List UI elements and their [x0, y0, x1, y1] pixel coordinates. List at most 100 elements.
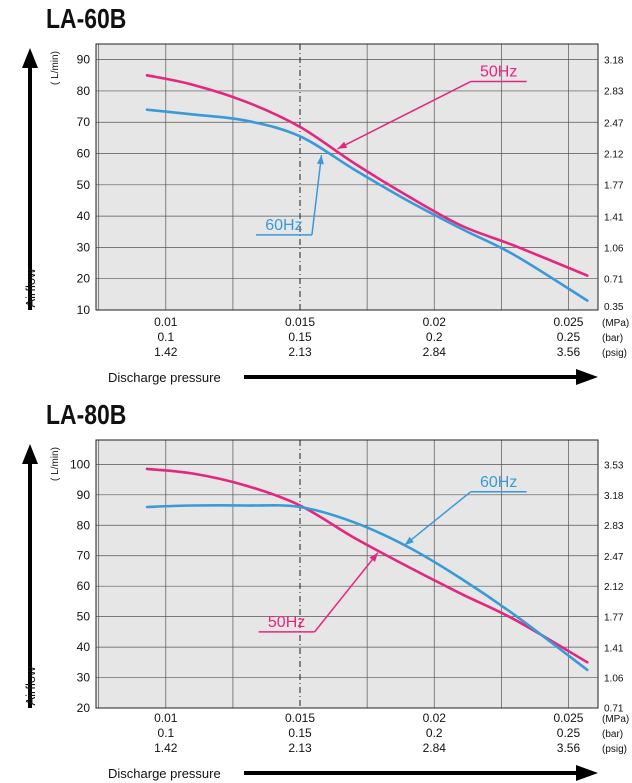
y-axis-arrow-head	[22, 48, 38, 68]
x-unit-label: (MPa)	[602, 714, 629, 725]
annotation-label: 50Hz	[480, 64, 517, 81]
x-unit-label: (psig)	[602, 744, 627, 755]
y-axis-label: Airflow	[23, 268, 38, 308]
y2-tick-label: 0.71	[604, 274, 624, 285]
y2-tick-label: 3.18	[604, 56, 624, 67]
x-tick-label-bar: 0.25	[557, 330, 581, 344]
y2-tick-label: 2.47	[604, 552, 624, 563]
y-tick-label: 10	[77, 303, 91, 317]
y-tick-label: 70	[77, 115, 91, 129]
y2-tick-label: 1.41	[604, 643, 624, 654]
annotation-leader	[314, 552, 379, 633]
x-unit-label: (MPa)	[602, 318, 629, 329]
chart-la-80b: LA-80B 20 30 40 50 60 70 80 90 100 0.71 1.06 1.41 1.7…	[22, 400, 629, 781]
x-tick-label: 0.01	[154, 315, 178, 329]
annotation-label: 60Hz	[265, 217, 302, 234]
x-tick-label-bar: 0.1	[157, 330, 174, 344]
x-tick-label: 0.02	[423, 315, 447, 329]
y-tick-label: 60	[77, 147, 91, 161]
plot-area	[96, 44, 598, 310]
y-tick-label: 20	[77, 701, 91, 715]
y-tick-label: 100	[70, 457, 90, 471]
y2-tick-label: 3.53	[604, 461, 624, 472]
y2-tick-label: 1.06	[604, 243, 624, 254]
y2-tick-label: 0.35	[604, 302, 624, 313]
x-axis-label: Discharge pressure	[108, 766, 221, 781]
y2-tick-label: 2.83	[604, 87, 624, 98]
y-tick-label: 20	[77, 272, 91, 286]
x-tick-label: 0.015	[285, 315, 315, 329]
annotation-label: 50Hz	[268, 614, 305, 631]
x-tick-label-bar: 0.15	[288, 330, 312, 344]
x-tick-label-psig: 3.56	[557, 345, 581, 359]
annotation-arrowhead	[337, 141, 348, 149]
y-tick-label: 90	[77, 488, 91, 502]
chart-title: LA-80B	[46, 400, 126, 431]
y2-tick-label: 3.18	[604, 491, 624, 502]
x-unit-label: (bar)	[602, 729, 623, 740]
y-tick-label: 30	[77, 240, 91, 254]
x-tick-label-psig: 3.56	[557, 741, 581, 755]
x-tick-label-bar: 0.2	[426, 330, 443, 344]
y2-tick-label: 2.12	[604, 582, 624, 593]
y-tick-label: 40	[77, 209, 91, 223]
x-tick-label: 0.015	[285, 711, 315, 725]
y2-tick-label: 1.41	[604, 212, 624, 223]
x-axis-arrow-head	[576, 369, 598, 385]
annotation-leader	[404, 491, 472, 546]
y2-tick-label: 1.06	[604, 674, 624, 685]
annotation-leader	[311, 155, 323, 235]
y-tick-label: 50	[77, 610, 91, 624]
chart-title: LA-60B	[46, 4, 126, 35]
y-tick-label: 70	[77, 549, 91, 563]
annotation-arrowhead	[369, 552, 378, 562]
plot-frame	[95, 43, 599, 311]
y2-tick-label: 2.83	[604, 521, 624, 532]
y-axis-unit: ( L/min)	[50, 447, 61, 481]
x-tick-label-psig: 2.13	[288, 345, 312, 359]
y-tick-label: 30	[77, 671, 91, 685]
x-tick-label-psig: 1.42	[154, 345, 178, 359]
y2-tick-label: 1.77	[604, 612, 624, 623]
x-tick-label: 0.02	[423, 711, 447, 725]
x-tick-label-psig: 2.13	[288, 741, 312, 755]
x-unit-label: (psig)	[602, 348, 627, 359]
plot-area	[96, 440, 598, 708]
y2-tick-label: 2.47	[604, 119, 624, 130]
y-tick-label: 80	[77, 518, 91, 532]
y-tick-label: 60	[77, 579, 91, 593]
y-axis-unit: ( L/min)	[50, 51, 61, 85]
annotation-label: 60Hz	[480, 474, 517, 491]
x-tick-label-psig: 2.84	[423, 741, 447, 755]
y-axis-arrow-head	[22, 444, 38, 464]
series-line-60hz	[145, 108, 589, 302]
x-axis-label: Discharge pressure	[108, 370, 221, 385]
y-tick-label: 80	[77, 84, 91, 98]
x-axis-arrow-head	[576, 765, 598, 781]
y2-tick-label: 1.77	[604, 181, 624, 192]
chart-la-60b: LA-60B 10 20 30 40 50 60 70 80 90 0.35 0.71 1.06 1.41…	[22, 4, 629, 385]
series-line-60hz	[145, 503, 589, 672]
x-tick-label-psig: 1.42	[154, 741, 178, 755]
x-tick-label-bar: 0.25	[557, 726, 581, 740]
x-tick-label-bar: 0.2	[426, 726, 443, 740]
y2-tick-label: 0.71	[604, 704, 624, 715]
series-line-50hz	[145, 74, 589, 277]
y-tick-label: 90	[77, 53, 91, 67]
x-tick-label-bar: 0.15	[288, 726, 312, 740]
annotation-arrowhead	[316, 155, 324, 165]
x-tick-label-psig: 2.84	[423, 345, 447, 359]
annotation-leader	[337, 80, 472, 150]
x-unit-label: (bar)	[602, 333, 623, 344]
plot-frame	[95, 439, 599, 709]
y-tick-label: 50	[77, 178, 91, 192]
x-tick-label: 0.025	[553, 315, 583, 329]
x-tick-label: 0.01	[154, 711, 178, 725]
y2-tick-label: 2.12	[604, 150, 624, 161]
annotation-arrowhead	[404, 536, 414, 546]
x-tick-label: 0.025	[553, 711, 583, 725]
y-tick-label: 40	[77, 640, 91, 654]
x-tick-label-bar: 0.1	[157, 726, 174, 740]
y-axis-label: Airflow	[23, 666, 38, 706]
